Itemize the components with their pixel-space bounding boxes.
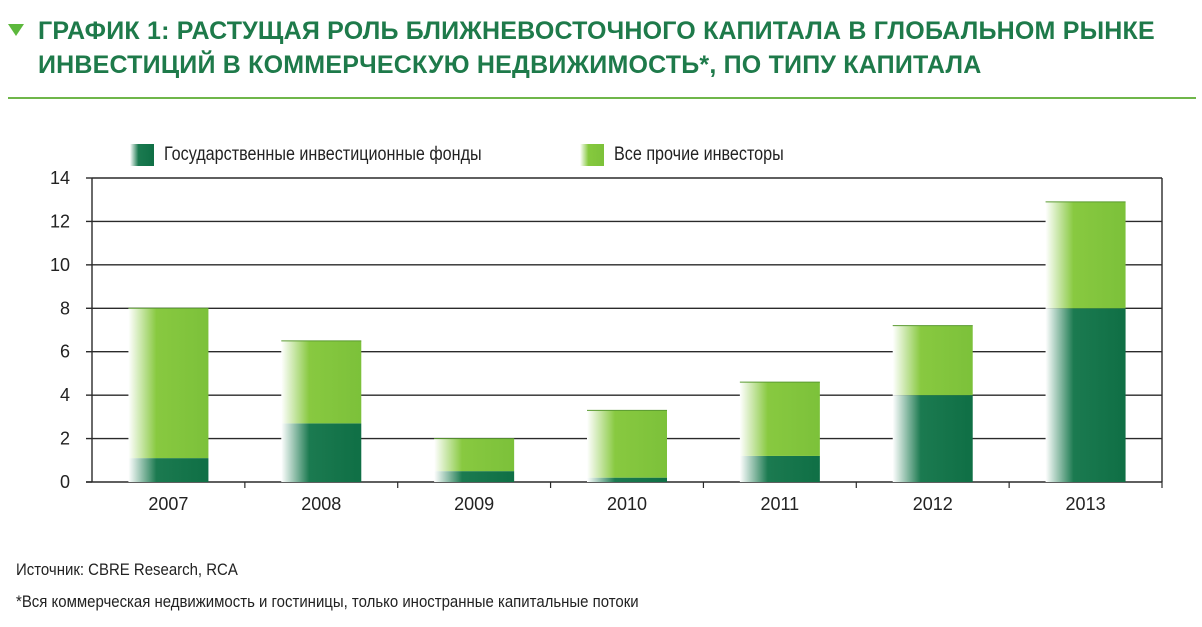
bars <box>128 201 1126 482</box>
bar-sovereign-funds <box>434 471 515 482</box>
chart-title: ГРАФИК 1: РАСТУЩАЯ РОЛЬ БЛИЖНЕВОСТОЧНОГО… <box>38 17 1155 79</box>
x-tick-label: 2013 <box>1066 494 1106 514</box>
gridlines <box>92 177 1162 440</box>
legend-label-sovereign: Государственные инвестиционные фонды <box>164 144 482 165</box>
y-tick-label: 10 <box>50 255 70 275</box>
y-tick-label: 8 <box>60 298 70 318</box>
x-tick-label: 2007 <box>148 494 188 514</box>
x-tick-label: 2012 <box>913 494 953 514</box>
bar-sovereign-funds <box>1045 308 1126 482</box>
tick-labels: 0 2 4 6 8 10 12 14 2007 2008 2009 2010 2011 2012 2013 <box>50 168 1106 514</box>
bar-other-investors <box>1045 201 1126 309</box>
y-tick-label: 4 <box>60 385 70 405</box>
y-tick-label: 6 <box>60 342 70 362</box>
x-tick-label: 2011 <box>760 494 799 514</box>
legend-item-sovereign: Государственные инвестиционные фонды <box>130 144 538 166</box>
legend-swatch-sovereign <box>130 144 154 166</box>
bar-other-investors <box>739 382 820 456</box>
triangle-bullet-icon <box>8 24 24 36</box>
bar-sovereign-funds <box>739 455 820 482</box>
y-tick-label: 12 <box>50 211 70 231</box>
x-tick-label: 2008 <box>301 494 341 514</box>
chart-title-block: ГРАФИК 1: РАСТУЩАЯ РОЛЬ БЛИЖНЕВОСТОЧНОГО… <box>8 14 1196 82</box>
bar-sovereign-funds <box>587 477 667 482</box>
bar-other-investors <box>892 325 973 396</box>
bar-chart: 0 2 4 6 8 10 12 14 2007 2008 2009 2010 2011 2012 2013 <box>50 168 1163 514</box>
bar-other-investors <box>434 438 515 472</box>
bar-sovereign-funds <box>128 458 209 482</box>
bar-sovereign-funds <box>281 423 362 482</box>
source-note: Источник: CBRE Research, RCA <box>16 560 238 579</box>
x-tick-label: 2010 <box>607 494 647 514</box>
bar-other-investors <box>281 340 362 424</box>
bar-other-investors <box>587 410 667 478</box>
bar-sovereign-funds <box>892 395 973 482</box>
footnote: *Вся коммерческая недвижимость и гостини… <box>16 592 639 611</box>
x-tick-label: 2009 <box>454 494 494 514</box>
y-tick-label: 2 <box>60 429 70 449</box>
y-tick-label: 14 <box>50 168 70 188</box>
legend-item-others: Все прочие инвесторы <box>579 144 814 166</box>
legend-label-others: Все прочие инвесторы <box>613 144 784 165</box>
bar-other-investors <box>128 308 209 459</box>
title-divider <box>8 97 1196 99</box>
y-tick-label: 0 <box>60 472 70 492</box>
legend-swatch-others <box>579 144 604 166</box>
chart-legend: Государственные инвестиционные фонды Все… <box>130 140 855 170</box>
